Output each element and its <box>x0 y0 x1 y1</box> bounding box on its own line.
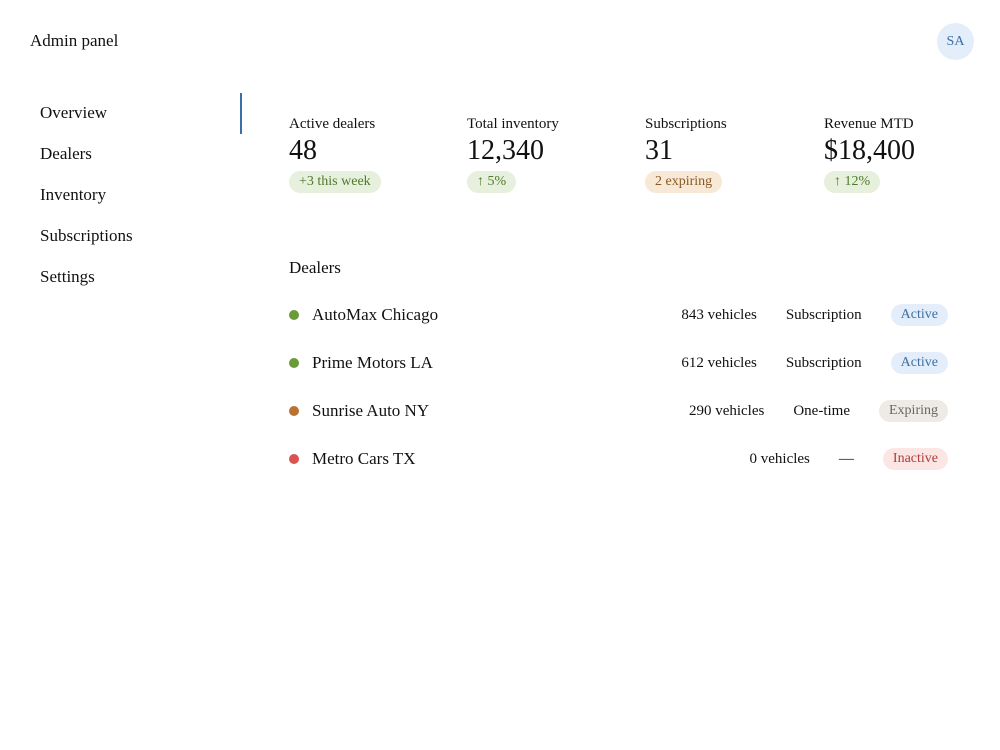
status-dot <box>289 454 299 464</box>
app-title: Admin panel <box>30 31 119 50</box>
dealer-name: Sunrise Auto NY <box>312 401 430 420</box>
stat-card: Revenue MTD $18,400 ↑ 12% <box>824 116 994 193</box>
stat-card: Active dealers 48 +3 this week <box>289 116 459 193</box>
avatar[interactable]: SA <box>937 23 974 60</box>
nav-item[interactable]: Subscriptions <box>40 226 133 245</box>
vehicle-count: 290 vehicles <box>688 402 765 419</box>
dealer-meta: 843 vehicles Subscription Active <box>681 304 948 326</box>
status-dot <box>289 406 299 416</box>
stat-value: 31 <box>645 135 673 166</box>
dealer-row[interactable]: Sunrise Auto NY 290 vehicles One-time Ex… <box>289 399 948 423</box>
status-dot <box>289 310 299 320</box>
nav-item[interactable]: Settings <box>40 267 95 286</box>
status-badge: Expiring <box>879 400 948 422</box>
stat-card: Subscriptions 31 2 expiring <box>645 116 815 193</box>
plan: One-time <box>793 402 850 419</box>
stat-value: 48 <box>289 135 317 166</box>
status-badge: Inactive <box>882 448 948 470</box>
section-title: Dealers <box>289 258 341 277</box>
dealer-name: AutoMax Chicago <box>312 305 439 324</box>
stat-badge: ↑ 12% <box>824 171 881 193</box>
dealer-name: Metro Cars TX <box>312 449 416 468</box>
stat-card: Total inventory 12,340 ↑ 5% <box>467 116 637 193</box>
nav-item[interactable]: Inventory <box>40 185 107 204</box>
dealer-meta: 612 vehicles Subscription Active <box>681 352 948 374</box>
dealer-name: Prime Motors LA <box>312 353 433 372</box>
active-indicator <box>240 93 242 134</box>
stat-label: Revenue MTD <box>824 116 914 132</box>
plan: Subscription <box>785 306 862 323</box>
dealer-meta: 0 vehicles — Inactive <box>749 448 948 470</box>
stat-badge: ↑ 5% <box>467 171 517 193</box>
vehicle-count: 0 vehicles <box>749 450 810 467</box>
stat-badge: 2 expiring <box>645 171 723 193</box>
nav-item[interactable]: Overview <box>40 103 108 122</box>
dealer-meta: 290 vehicles One-time Expiring <box>689 400 948 422</box>
vehicle-count: 612 vehicles <box>681 354 757 371</box>
status-dot <box>289 358 299 368</box>
dealer-row[interactable]: Metro Cars TX 0 vehicles — Inactive <box>289 447 948 471</box>
stat-label: Subscriptions <box>645 116 727 132</box>
status-badge: Active <box>890 352 948 374</box>
dealer-row[interactable]: AutoMax Chicago 843 vehicles Subscriptio… <box>289 303 948 327</box>
nav-item[interactable]: Dealers <box>40 144 92 163</box>
plan: — <box>838 450 854 467</box>
stat-value: $18,400 <box>824 135 915 166</box>
stat-badge: +3 this week <box>289 171 381 193</box>
plan: Subscription <box>785 354 862 371</box>
dealer-row[interactable]: Prime Motors LA 612 vehicles Subscriptio… <box>289 351 948 375</box>
vehicle-count: 843 vehicles <box>681 306 757 323</box>
status-badge: Active <box>890 304 948 326</box>
stat-label: Active dealers <box>289 116 376 132</box>
stat-value: 12,340 <box>467 135 544 166</box>
stat-label: Total inventory <box>467 116 559 132</box>
